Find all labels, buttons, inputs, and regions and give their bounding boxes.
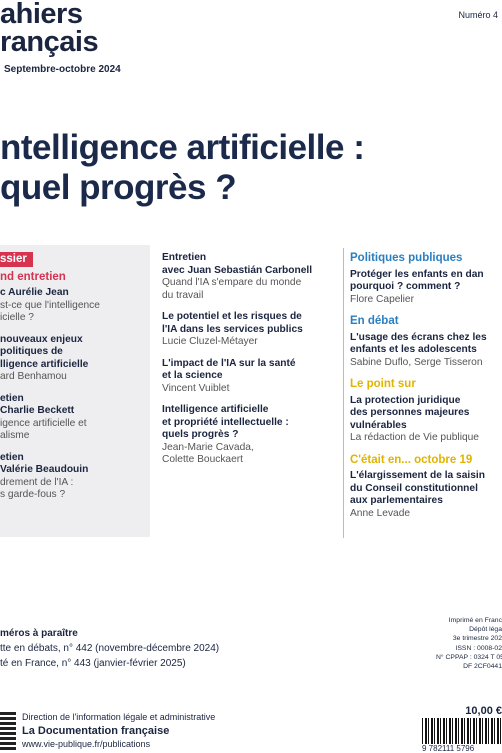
entry-title: etien [0,451,24,463]
entry-title: L'usage des écrans chez les [350,331,487,343]
title-line: quel progrès ? [0,168,237,207]
barcode [422,718,502,744]
upcoming-item: tte en débats, n° 442 (novembre-décembre… [0,643,220,654]
divider [343,248,344,538]
legal-line: N° CPPAP : 0324 T 0592 [436,653,502,661]
entry-title: aux parlementaires [350,495,443,506]
publisher: Direction de l'information légale et adm… [22,711,215,752]
entry-title: enfants et les adolescents [350,344,477,355]
entry: L'impact de l'IA sur la santé et la scien… [162,358,342,396]
barcode-number: 9 782111 5796 [422,744,475,753]
entry-text: s garde-fous ? [0,489,66,500]
entry-title: Entretien [162,252,207,263]
entry-title: l'IA dans les services publics [162,323,303,335]
contents-column: ssier nd entretien c Aurélie Jean st-ce que… [0,245,150,537]
legal-line: Dépôt léga [469,626,502,634]
entry-title: La protection juridique [350,394,461,406]
upcoming-item: té en France, n° 443 (janvier-février 20… [0,658,186,669]
section-heading: En débat [350,315,399,327]
entry-title: avec Juan Sebastián Carbonell [162,264,313,276]
cover-title: ntelligence artificielle : quel progrès … [0,128,365,208]
entry-title: des personnes majeures [350,407,470,418]
entry: L'usage des écrans chez les enfants et le… [350,332,502,370]
entry-title: c Aurélie Jean [0,287,69,298]
entry-text: icielle ? [0,312,34,323]
entry-title: politiques de [0,346,63,357]
entry-text: drement de l'IA : [0,476,74,488]
entry-title: Le potentiel et les risques de [162,311,302,322]
entry-text: Anne Levade [350,507,411,519]
section-heading: nd entretien [0,270,66,283]
issue-number: Numéro 4 [458,10,498,20]
entry-text: La rédaction de Vie publique [350,432,479,443]
logo-line: rançais [0,26,99,58]
entry-text: alisme [0,430,30,441]
entry-text: Flore Capelier [350,293,414,305]
entry: Entretien avec Juan Sebastián Carbonell Qu… [162,252,342,302]
entry-title: Valérie Beaudouin [0,464,89,475]
publisher-line: www.vie-publique.fr/publications [22,739,151,749]
entry-text: Jean-Marie Cavada, [162,441,254,453]
publisher-line: Direction de l'information légale et adm… [22,712,216,722]
entry-title: Protéger les enfants en dan [350,268,484,280]
price: 10,00 € [465,705,502,717]
entry-title: Charlie Beckett [0,405,75,416]
upcoming: méros à paraître tte en débats, n° 442 (n… [0,626,219,671]
contents-column: Politiques publiques Protéger les enfants… [350,252,502,529]
entry-text: ard Benhamou [0,371,67,382]
entry-title: et la science [162,370,223,381]
entry-title: lligence artificielle [0,358,89,370]
entry-title: L'élargissement de la saisin [350,470,485,481]
entry-title: quels progrès ? [162,429,239,440]
entry-title: vulnérables [350,419,407,431]
legal-line: DF 2CF0441 [463,663,502,671]
entry-title: etien [0,392,24,404]
entry-title: nouveaux enjeux [0,333,83,345]
label-wrap: ssier [0,252,150,271]
entry-text: Lucie Cluzel-Métayer [162,336,258,347]
logo-line: ahiers [0,0,83,30]
entry-title: Intelligence artificielle [162,404,269,415]
entry-text: du travail [162,289,204,301]
issue-date: Septembre-octobre 2024 [4,64,121,75]
entry-text: Colette Bouckaert [162,454,243,465]
entry: Intelligence artificielle et propriété in… [162,404,342,467]
entry: Le potentiel et les risques de l'IA dans … [162,311,342,349]
entry: c Aurélie Jean st-ce que l'intelligence ic… [0,287,150,325]
upcoming-title: méros à paraître [0,628,78,639]
entry-title: L'impact de l'IA sur la santé [162,357,296,369]
entry: L'élargissement de la saisin du Conseil c… [350,470,502,520]
entry-title: et propriété intellectuelle : [162,416,289,428]
section-heading: Le point sur [350,378,416,390]
publisher-line: La Documentation française [22,724,170,737]
entry-text: st-ce que l'intelligence [0,299,100,311]
entry: Protéger les enfants en dan pourquoi ? co… [350,269,502,307]
legal-line: ISSN : 0008-02 [455,644,502,652]
entry-text: igence artificielle et [0,417,87,429]
title-line: ntelligence artificielle : [0,128,365,167]
logo: ahiers rançais [0,0,99,58]
legal-line: Imprimé en Franc [448,617,502,624]
entry: etien Valérie Beaudouin drement de l'IA :s… [0,452,150,502]
entry: nouveaux enjeux politiques de lligence art… [0,334,150,384]
entry: etien Charlie Beckett igence artificielle … [0,393,150,443]
section-heading: C'était en... octobre 19 [350,453,473,466]
publisher-icon [0,712,16,750]
entry-text: Quand l'IA s'empare du monde [162,277,302,288]
section-heading: Politiques publiques [350,252,463,264]
entry-title: pourquoi ? comment ? [350,281,461,292]
legal-info: Imprimé en Franc Dépôt léga 3e trimestre 2… [436,616,502,671]
entry: La protection juridique des personnes maj… [350,395,502,445]
entry-title: du Conseil constitutionnel [350,482,478,494]
section-label: ssier [0,252,33,267]
contents-column: Entretien avec Juan Sebastián Carbonell Qu… [162,252,342,476]
entry-text: Sabine Duflo, Serge Tisseron [350,356,483,368]
legal-line: 3e trimestre 202 [452,635,502,643]
entry-text: Vincent Vuiblet [162,382,230,394]
